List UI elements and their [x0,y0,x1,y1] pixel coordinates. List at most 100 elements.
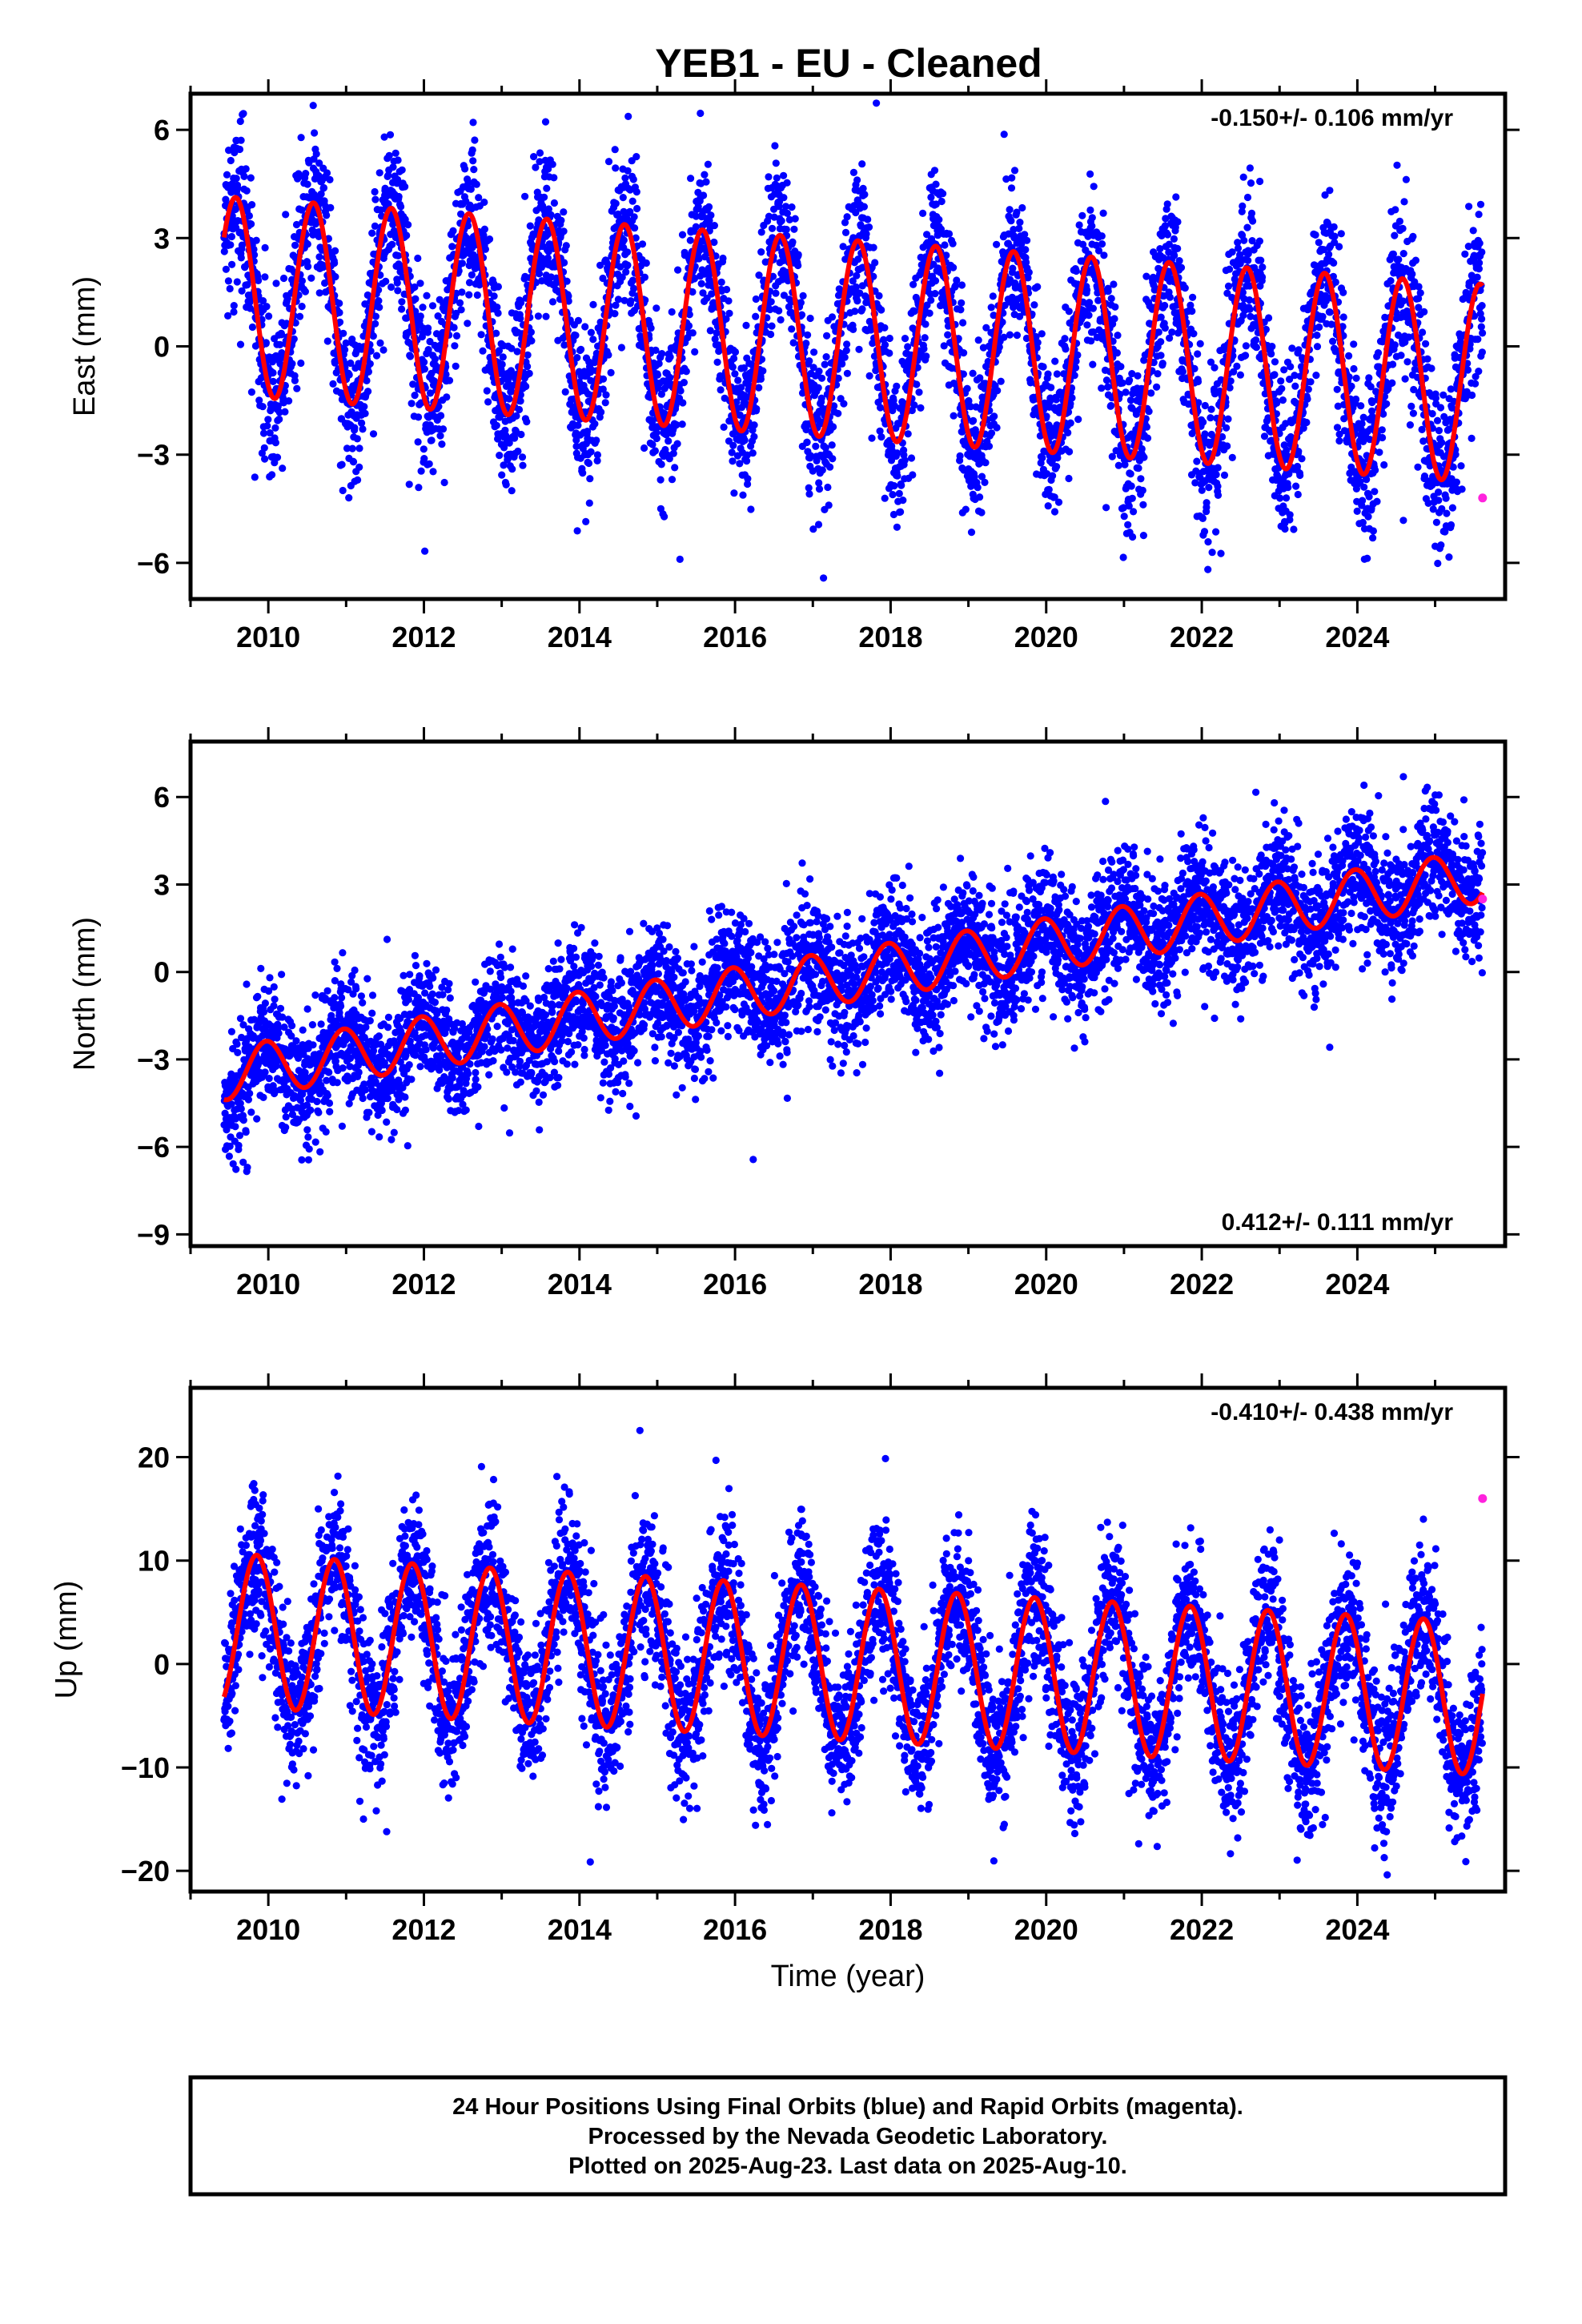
east-final-orbit-point [465,291,473,299]
east-final-orbit-point [757,228,765,236]
east-final-orbit-point [1045,485,1053,494]
east-final-orbit-point [259,429,268,437]
east-final-orbit-point [230,302,238,310]
east-final-orbit-point [932,180,940,188]
east-final-orbit-point [521,192,529,200]
east-final-orbit-point [1015,224,1023,232]
east-final-orbit-point [339,486,347,495]
east-final-orbit-point [242,165,250,173]
east-final-orbit-point [295,312,304,320]
east-final-orbit-point [331,259,339,267]
east-final-orbit-point [1391,231,1399,239]
east-final-orbit-point [480,225,489,233]
east-final-orbit-point [719,254,727,263]
east-final-orbit-point [1154,370,1162,378]
east-final-orbit-point [259,297,267,305]
east-final-orbit-point [686,236,694,244]
east-final-orbit-point [1395,255,1403,263]
east-final-orbit-point [885,334,893,343]
east-final-orbit-point [1387,277,1395,285]
east-final-orbit-point [574,421,582,429]
east-final-orbit-point [759,367,767,375]
east-final-orbit-point [1053,463,1061,471]
east-final-orbit-point [1066,419,1074,427]
east-final-orbit-point [405,480,413,489]
east-final-orbit-point [527,328,536,336]
east-final-orbit-point [1234,244,1243,252]
east-final-orbit-point [1399,517,1407,525]
east-final-orbit-point [291,376,299,384]
east-final-orbit-point [269,368,277,377]
east-final-orbit-point [1088,222,1096,230]
east-final-orbit-point [560,259,568,267]
east-final-orbit-point [1008,174,1016,182]
east-final-orbit-point [981,478,989,487]
east-final-orbit-point [398,298,406,306]
east-final-orbit-point [386,131,395,139]
east-final-orbit-point [411,392,419,400]
east-final-orbit-point [1085,312,1093,320]
east-final-orbit-point [629,175,637,183]
east-final-orbit-point [987,429,996,437]
east-final-orbit-point [1189,293,1197,301]
east-final-orbit-point [335,308,343,316]
east-final-orbit-point [1047,384,1055,392]
east-final-orbit-point [375,169,383,177]
east-final-orbit-point [1290,525,1298,533]
east-final-orbit-point [997,377,1005,385]
east-final-orbit-point [871,259,879,267]
east-final-orbit-point [921,320,930,328]
east-final-orbit-point [494,283,503,291]
east-final-orbit-point [425,460,433,468]
east-final-orbit-point [945,230,954,238]
east-final-orbit-point [523,418,531,426]
east-final-orbit-point [1223,442,1231,450]
east-final-orbit-point [1330,259,1338,267]
east-final-orbit-point [1379,433,1387,442]
east-final-orbit-point [841,228,850,236]
east-final-orbit-point [265,312,273,320]
east-final-orbit-point [403,231,411,239]
east-final-orbit-point [376,339,384,347]
east-final-orbit-point [404,221,412,229]
east-final-orbit-point [658,350,666,358]
east-final-orbit-point [927,296,935,304]
east-final-orbit-point [458,85,465,92]
east-final-orbit-point [618,273,626,281]
east-final-orbit-point [281,387,289,395]
east-final-orbit-point [239,110,247,118]
east-final-orbit-point [1163,200,1171,208]
east-final-orbit-point [723,666,730,673]
east-final-orbit-point [1330,223,1338,231]
east-final-orbit-point [263,303,271,311]
east-final-orbit-point [560,227,568,235]
east-final-orbit-point [261,455,269,463]
east-final-orbit-point [1113,349,1121,357]
east-final-orbit-point [311,129,319,137]
east-final-orbit-point [790,225,798,233]
east-final-orbit-point [1128,494,1136,502]
east-final-orbit-point [1214,464,1222,472]
east-final-orbit-point [777,217,785,225]
east-final-orbit-point [452,309,460,317]
east-final-orbit-point [1114,332,1122,340]
east-final-orbit-point [1333,385,1341,393]
east-final-orbit-point [599,274,607,283]
east-final-orbit-point [426,389,435,397]
east-final-orbit-point [426,337,434,346]
east-final-orbit-point [329,380,337,388]
east-final-orbit-point [236,340,245,348]
east-final-orbit-point [1365,493,1373,501]
east-final-orbit-point [1400,198,1408,206]
east-final-orbit-point [477,331,485,339]
east-final-orbit-point [579,469,587,477]
east-final-orbit-point [939,190,947,198]
east-final-orbit-point [541,118,550,126]
east-final-orbit-point [475,194,483,202]
east-final-orbit-point [335,318,344,326]
east-final-orbit-point [495,347,504,355]
east-final-orbit-point [234,184,242,192]
east-final-orbit-point [469,157,477,165]
east-final-orbit-point [647,324,655,332]
east-final-orbit-point [855,345,863,353]
